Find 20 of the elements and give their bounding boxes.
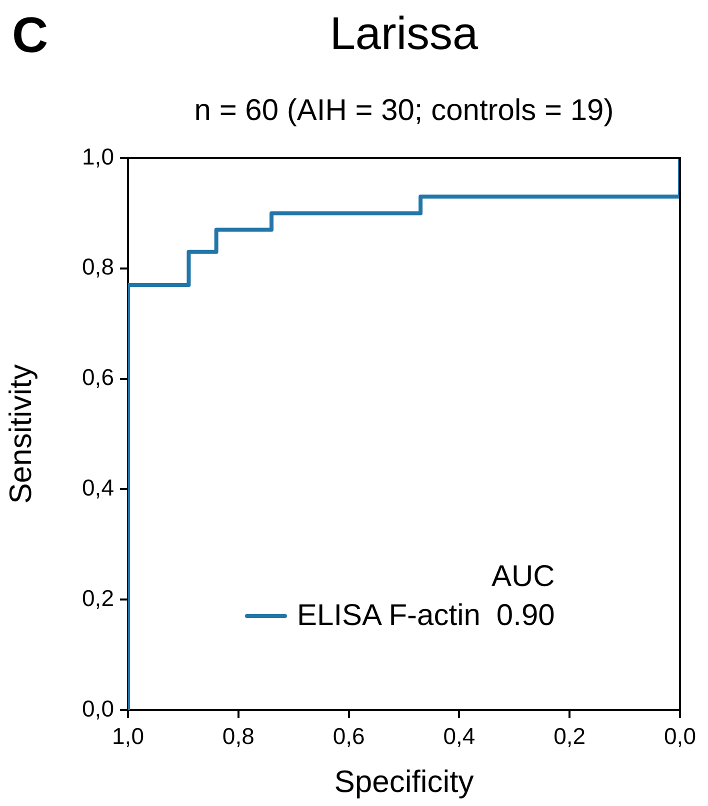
y-axis-title: Sensitivity bbox=[3, 364, 38, 504]
x-tick-label: 0,8 bbox=[222, 723, 254, 750]
y-tick-label: 0,8 bbox=[82, 254, 114, 280]
legend-title: AUC bbox=[490, 560, 555, 593]
legend-label: ELISA F-actin bbox=[297, 599, 480, 632]
y-tick-label: 0,0 bbox=[82, 695, 114, 722]
x-tick-label: 0,0 bbox=[664, 723, 696, 750]
annotation: 0.90 bbox=[495, 599, 555, 632]
x-axis-title: Specificity bbox=[334, 764, 474, 799]
y-tick-label: 0,6 bbox=[82, 364, 114, 390]
y-tick-label: 0,4 bbox=[82, 474, 114, 501]
chart-subtitle: n = 60 (AIH = 30; controls = 19) bbox=[193, 94, 615, 127]
x-tick-label: 1,0 bbox=[112, 723, 144, 750]
x-tick-label: 0,2 bbox=[554, 723, 586, 750]
x-tick-label: 0,4 bbox=[443, 723, 476, 750]
text: C bbox=[12, 7, 48, 63]
y-tick-label: 1,0 bbox=[82, 143, 114, 170]
x-tick-label: 0,6 bbox=[332, 723, 365, 750]
chart-title: Larissa bbox=[330, 7, 478, 59]
y-tick-label: 0,2 bbox=[82, 584, 114, 611]
